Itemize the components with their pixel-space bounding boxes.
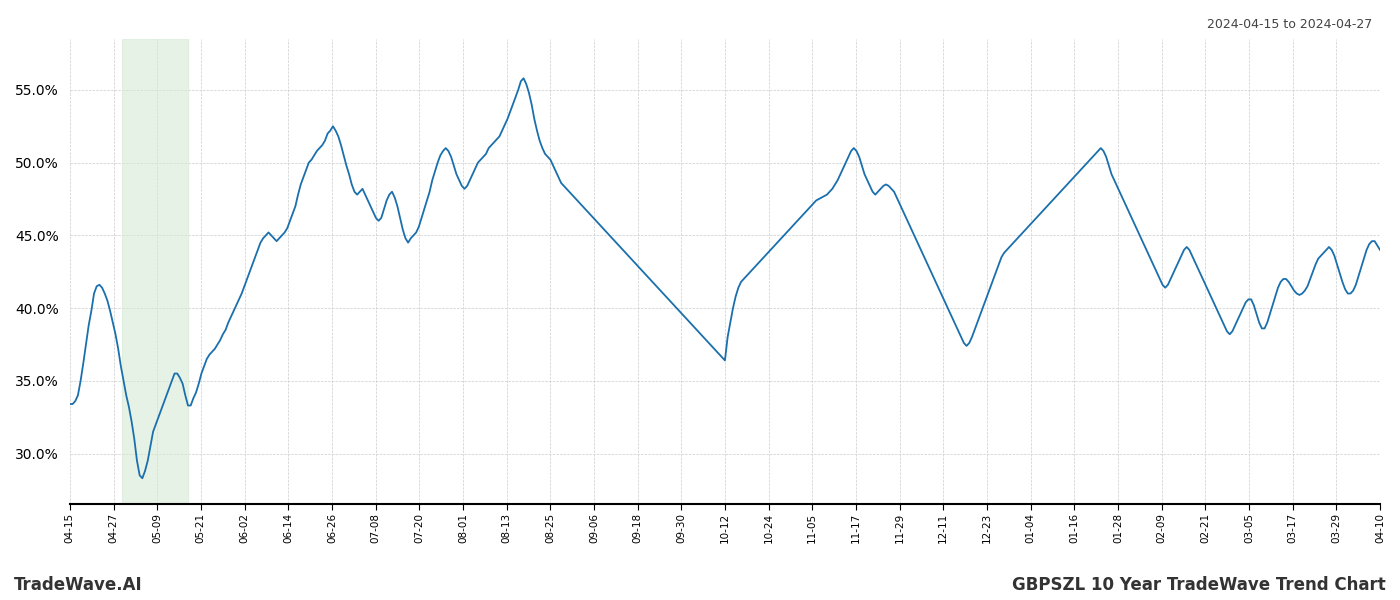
Text: GBPSZL 10 Year TradeWave Trend Chart: GBPSZL 10 Year TradeWave Trend Chart bbox=[1012, 576, 1386, 594]
Text: TradeWave.AI: TradeWave.AI bbox=[14, 576, 143, 594]
Bar bbox=[122, 39, 188, 505]
Text: 2024-04-15 to 2024-04-27: 2024-04-15 to 2024-04-27 bbox=[1207, 18, 1372, 31]
